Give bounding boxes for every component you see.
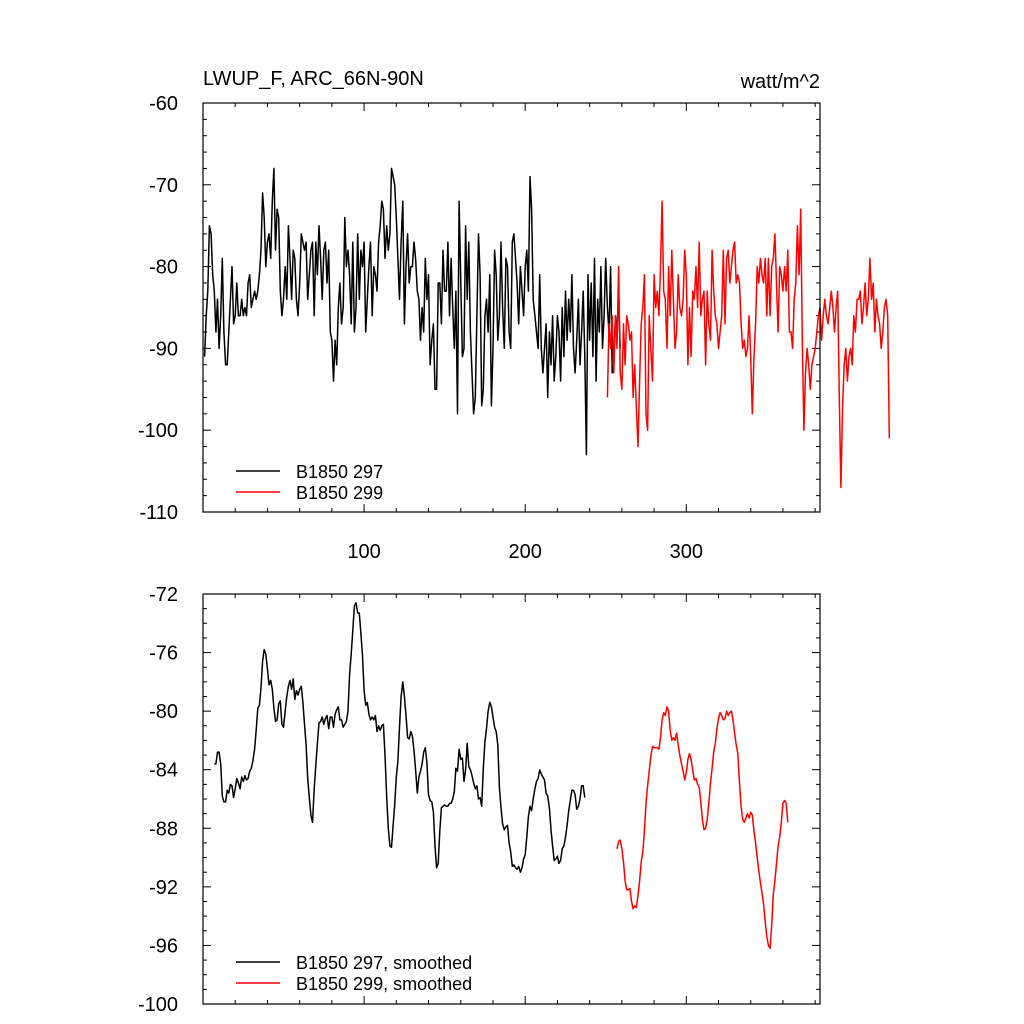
chart-title: LWUP_F, ARC_66N-90N [203, 68, 424, 90]
top-series-line-299 [606, 200, 891, 489]
bottom-y-tick-label: -80 [149, 701, 178, 723]
bottom-y-tick-label: -76 [149, 643, 178, 665]
top-y-tick-label: -100 [138, 420, 178, 442]
top-axis-ticks: -60 -70 -80 -90 -100 -110 100 200 300 [138, 93, 820, 1004]
top-legend: B1850 297 B1850 299 [236, 462, 383, 503]
x-tick-label: 300 [670, 541, 703, 563]
bottom-y-tick-label: -84 [149, 760, 178, 782]
bottom-legend: B1850 297, smoothed B1850 299, smoothed [236, 953, 472, 994]
top-y-tick-label: -110 [139, 502, 178, 524]
x-tick-label: 200 [509, 541, 542, 563]
bottom-y-tick-label: -96 [149, 935, 178, 957]
top-y-tick-label: -60 [149, 93, 178, 115]
legend-label-297: B1850 297 [296, 462, 383, 482]
bottom-series-line-299-smoothed [616, 706, 789, 950]
bottom-series-line-297-smoothed [214, 602, 586, 873]
bottom-y-tick-label: -88 [149, 818, 178, 840]
top-series-group [203, 167, 891, 489]
top-plot-frame [202, 102, 821, 513]
legend-label-299: B1850 299 [296, 483, 383, 503]
bottom-y-tick-label: -92 [149, 877, 178, 899]
bottom-plot-frame [202, 593, 821, 1005]
bottom-series-group [214, 602, 789, 950]
bottom-y-tick-label: -72 [149, 584, 178, 606]
x-tick-label: 100 [347, 541, 380, 563]
top-y-tick-label: -80 [149, 257, 178, 279]
top-series-line-297 [203, 167, 621, 456]
bottom-axis-ticks: -72 -76 -80 -84 -88 -92 -96 -100 [138, 584, 820, 1016]
bottom-panel: -72 -76 -80 -84 -88 -92 -96 -100 B1850 297, smo… [138, 584, 821, 1016]
bottom-y-tick-label: -100 [138, 994, 178, 1016]
top-panel: LWUP_F, ARC_66N-90N watt/m^2 -60 -70 -80 -9… [138, 68, 891, 1004]
top-y-tick-label: -70 [149, 175, 178, 197]
legend-label-299-smoothed: B1850 299, smoothed [296, 974, 472, 994]
top-y-tick-label: -90 [149, 338, 178, 360]
legend-label-297-smoothed: B1850 297, smoothed [296, 953, 472, 973]
units-label: watt/m^2 [740, 71, 820, 93]
